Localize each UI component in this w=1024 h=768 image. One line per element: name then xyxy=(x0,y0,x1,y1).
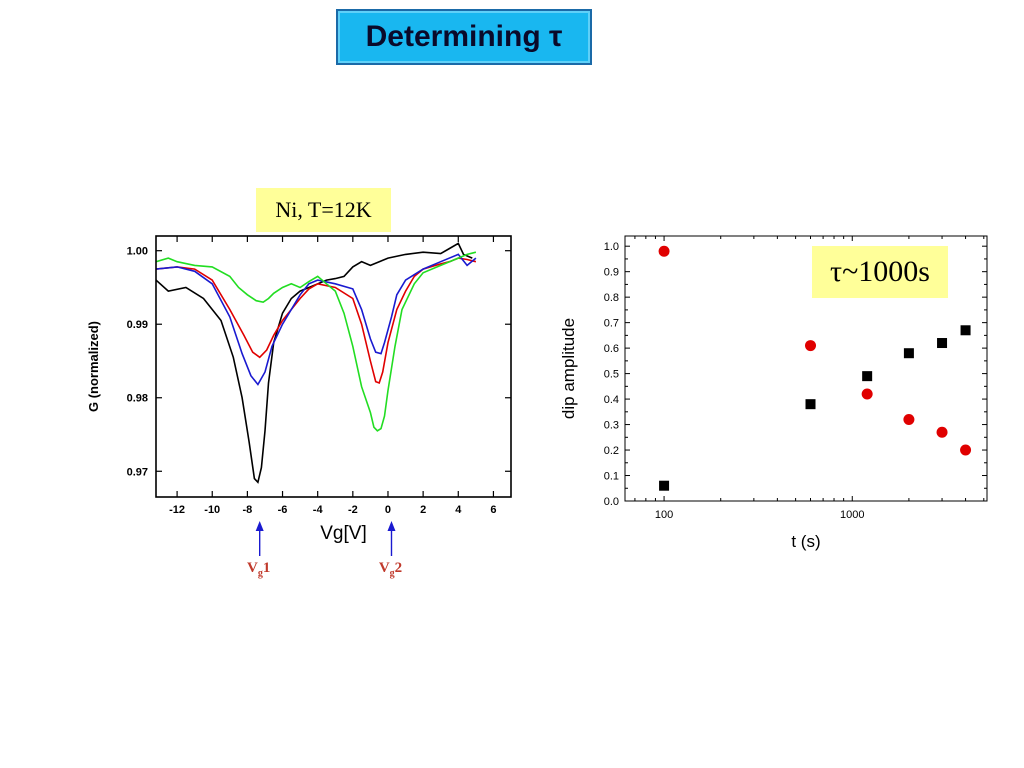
right-plot-frame xyxy=(624,235,988,502)
dip-amplitude-chart: 0.0 0.1 0.2 0.3 0.4 0.5 0.6 0.7 0.8 0.9 1.0 100 1000… xyxy=(559,235,988,551)
data-point-square xyxy=(862,371,873,382)
y-tick-label: 0.4 xyxy=(604,394,619,406)
y-tick-label: 0.3 xyxy=(604,420,619,432)
y-tick-label: 0.1 xyxy=(604,471,619,483)
y-tick-label: 0.99 xyxy=(127,319,148,331)
y-tick-label: 0.2 xyxy=(604,445,619,457)
x-tick-label: 6 xyxy=(490,504,496,516)
x-tick-label: 4 xyxy=(455,504,462,516)
data-point-circle xyxy=(805,340,817,352)
x-tick-label: 2 xyxy=(420,504,426,516)
data-point-square xyxy=(937,338,948,349)
x-tick-label: 1000 xyxy=(840,509,864,521)
data-point-circle xyxy=(861,388,873,400)
x-tick-label: -8 xyxy=(242,504,252,516)
x-tick-label: -6 xyxy=(278,504,288,516)
y-axis-label: G (normalized) xyxy=(86,321,101,412)
y-tick-label: 0.7 xyxy=(604,318,619,330)
conductance-curve-blue xyxy=(156,253,477,386)
y-tick-label: 0.9 xyxy=(604,267,619,279)
conductance-curve-green xyxy=(156,251,477,432)
marker-arrow-head xyxy=(387,521,396,531)
conductance-curve-black xyxy=(156,242,473,484)
data-point-square xyxy=(659,480,670,491)
y-axis-label: dip amplitude xyxy=(559,318,578,419)
gate-marker-label-2: Vg2 xyxy=(379,560,402,579)
conductance-chart: -12 -10 -8 -6 -4 -2 0 2 4 6 0.97 0.98 0.99 1.00 Vg[V] G… xyxy=(86,235,512,579)
data-point-circle xyxy=(658,245,670,257)
x-axis-label: t (s) xyxy=(791,532,820,551)
y-tick-label: 0.5 xyxy=(604,369,619,381)
x-axis-label: Vg[V] xyxy=(320,523,366,544)
gate-marker-label-1: Vg1 xyxy=(247,560,270,579)
x-tick-label: 0 xyxy=(385,504,391,516)
data-point-circle xyxy=(936,426,948,438)
data-point-square xyxy=(960,325,971,336)
page-title-box: Determining τ xyxy=(336,9,592,65)
data-point-square xyxy=(903,348,914,359)
sample-condition-label: Ni, T=12K xyxy=(256,188,391,232)
x-tick-label: -2 xyxy=(348,504,358,516)
x-tick-label: -4 xyxy=(313,504,324,516)
y-tick-label: 0.8 xyxy=(604,292,619,304)
marker-arrow-head xyxy=(255,521,264,531)
data-point-circle xyxy=(960,444,972,456)
y-tick-label: 0.0 xyxy=(604,496,619,508)
y-tick-label: 0.98 xyxy=(127,393,148,405)
x-tick-label: -12 xyxy=(169,504,185,516)
data-point-square xyxy=(805,399,816,410)
left-plot-frame xyxy=(155,235,512,498)
data-point-circle xyxy=(903,413,915,425)
y-tick-label: 1.00 xyxy=(127,246,148,258)
tau-result-label: τ~1000s xyxy=(812,246,948,298)
y-tick-label: 0.6 xyxy=(604,343,619,355)
x-tick-label: -10 xyxy=(204,504,220,516)
y-tick-label: 0.97 xyxy=(127,466,148,478)
y-tick-label: 1.0 xyxy=(604,241,619,253)
x-tick-label: 100 xyxy=(655,509,673,521)
page-title: Determining τ xyxy=(365,20,563,53)
